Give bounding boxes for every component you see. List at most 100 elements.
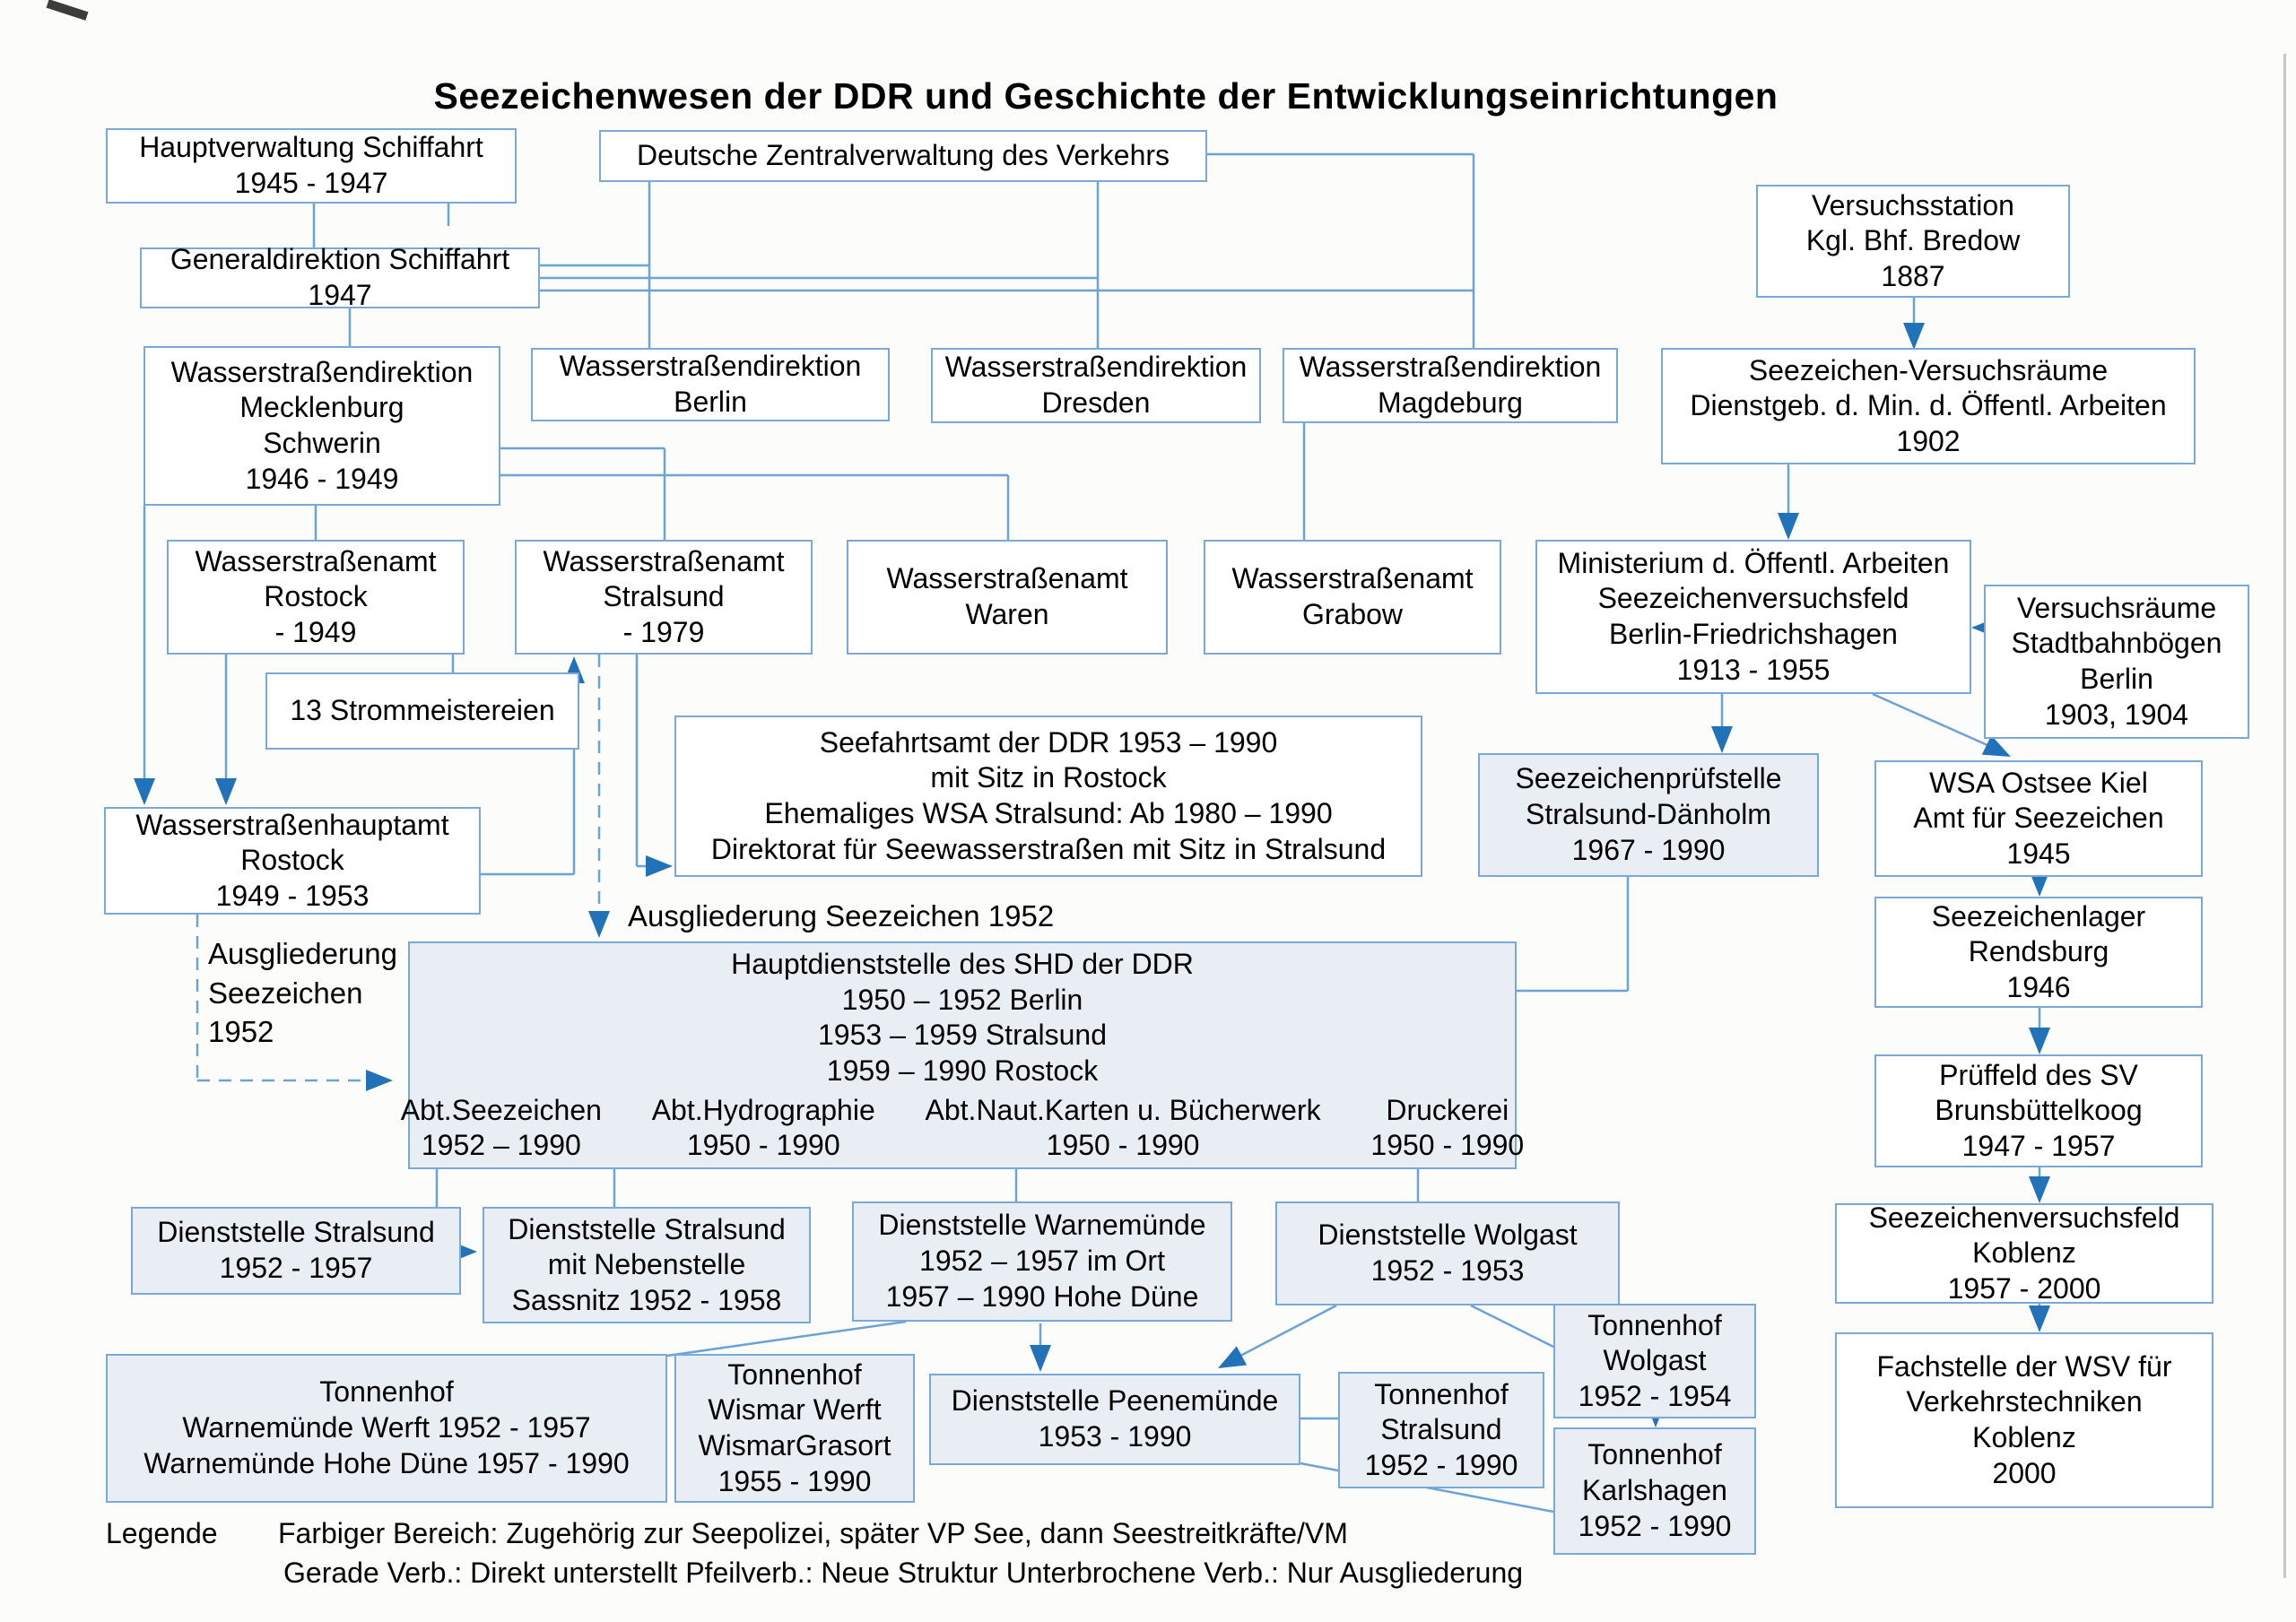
node-line: 1967 - 1990 — [1571, 833, 1726, 866]
node-line: 1945 — [2006, 837, 2071, 870]
node-line: Wasserstraßendirektion — [1299, 351, 1602, 384]
node-line: Schwerin — [263, 427, 381, 459]
node-line: Dienststelle Peenemünde — [951, 1384, 1279, 1418]
department-years: 1950 - 1990 — [686, 1129, 840, 1162]
node-line: Hauptverwaltung Schiffahrt — [139, 131, 483, 164]
node-line: 13 Strommeistereien — [290, 694, 555, 727]
node-line: WismarGrasort — [698, 1429, 891, 1462]
node-line: 1952 - 1957 — [219, 1252, 373, 1284]
node-line: Sassnitz 1952 - 1958 — [511, 1283, 782, 1316]
department-columns: Abt.Seezeichen 1952 – 1990 Abt.Hydrographi… — [401, 1093, 1524, 1164]
node-wsd-magdeburg: Wasserstraßendirektion Magdeburg — [1283, 348, 1618, 423]
node-line: WSA Ostsee Kiel — [1929, 766, 2148, 799]
node-line: 1903, 1904 — [2044, 698, 2189, 731]
node-deutsche-zentralverwaltung-verkehr: Deutsche Zentralverwaltung des Verkehrs — [599, 130, 1207, 182]
node-line: Stralsund — [603, 580, 725, 613]
node-ministerium-oeffentl-arbeiten: Ministerium d. Öffentl. Arbeiten Seezeich… — [1535, 540, 1971, 694]
node-line: 1947 - 1957 — [1961, 1129, 2116, 1162]
node-seezeichenpruefstelle-daenholm: Seezeichenprüfstelle Stralsund-Dänholm 196… — [1478, 753, 1819, 877]
node-strommeistereien: 13 Strommeistereien — [265, 672, 579, 750]
node-fachstelle-wsv-koblenz: Fachstelle der WSV für Verkehrstechniken K… — [1835, 1332, 2213, 1508]
node-line: Prüffeld des SV — [1939, 1058, 2138, 1091]
node-wsa-stralsund: Wasserstraßenamt Stralsund - 1979 — [515, 540, 813, 655]
node-versuchsraeume-stadtbahnboegen: Versuchsräume Stadtbahnbögen Berlin 1903, 1… — [1984, 585, 2249, 739]
node-line: Warnemünde Werft 1952 - 1957 — [182, 1411, 591, 1444]
node-line: Hauptdienststelle des SHD der DDR — [731, 947, 1194, 980]
department-years: 1950 - 1990 — [1046, 1129, 1200, 1162]
node-line: Tonnenhof — [1587, 1438, 1722, 1471]
node-line: Seezeichen-Versuchsräume — [1748, 353, 2109, 386]
node-line: Berlin — [674, 386, 747, 418]
node-line: Seezeichenlager — [1931, 899, 2146, 932]
node-line: Verkehrstechniken — [1906, 1385, 2143, 1418]
node-line: 1953 - 1990 — [1038, 1420, 1192, 1453]
node-line: Waren — [965, 598, 1049, 630]
node-wasserstrassenhauptamt-rostock: Wasserstraßenhauptamt Rostock 1949 - 1953 — [104, 807, 481, 915]
node-line: Rendsburg — [1968, 935, 2109, 968]
node-line: Amt für Seezeichen — [1913, 802, 2164, 835]
node-line: Wasserstraßendirektion — [559, 350, 862, 383]
node-prueffeld-brunsbuettelkoog: Prüffeld des SV Brunsbüttelkoog 1947 - 195… — [1874, 1054, 2203, 1167]
node-versuchsstation-bredow: Versuchsstation Kgl. Bhf. Bredow 1887 — [1756, 185, 2070, 298]
node-line: Wasserstraßenamt — [543, 544, 785, 577]
node-line: Wasserstraßenamt — [886, 562, 1128, 595]
node-line: Ehemaliges WSA Stralsund: Ab 1980 – 1990 — [764, 797, 1333, 829]
node-line: Warnemünde Hohe Düne 1957 - 1990 — [144, 1446, 630, 1479]
node-tonnenhof-karlshagen: Tonnenhof Karlshagen 1952 - 1990 — [1553, 1427, 1756, 1555]
node-seezeichen-versuchsraeume-1902: Seezeichen-Versuchsräume Dienstgeb. d. Mi… — [1661, 348, 2196, 464]
node-line: Grabow — [1301, 598, 1404, 630]
node-hauptverwaltung-schiffahrt: Hauptverwaltung Schiffahrt 1945 - 1947 — [106, 128, 517, 204]
node-tonnenhof-warnemuende: Tonnenhof Warnemünde Werft 1952 - 1957 War… — [106, 1354, 667, 1503]
node-line: Magdeburg — [1378, 386, 1523, 419]
node-line: 1950 – 1952 Berlin — [841, 983, 1083, 1016]
node-line: 1959 – 1990 Rostock — [826, 1054, 1099, 1087]
node-line: Kgl. Bhf. Bredow — [1805, 224, 2021, 257]
node-dienststelle-stralsund-1: Dienststelle Stralsund 1952 - 1957 — [131, 1207, 461, 1295]
node-line: Berlin-Friedrichshagen — [1609, 618, 1898, 650]
node-wsd-dresden: Wasserstraßendirektion Dresden — [931, 348, 1261, 423]
node-line: 1913 - 1955 — [1676, 653, 1831, 686]
node-line: Seezeichenversuchsfeld — [1868, 1201, 2180, 1234]
node-line: Wismar Werft — [708, 1393, 882, 1427]
node-line: Versuchsstation — [1812, 188, 2014, 221]
node-line: 1953 – 1959 Stralsund — [817, 1019, 1108, 1052]
node-line: mit Nebenstelle — [547, 1248, 746, 1281]
node-line: Dienststelle Wolgast — [1318, 1219, 1578, 1252]
label-ausgliederung-seezeichen-1952-links: Ausgliederung Seezeichen 1952 — [208, 937, 397, 1049]
department-column: Abt.Hydrographie 1950 - 1990 — [652, 1093, 875, 1164]
node-line: Seezeichenversuchsfeld — [1597, 582, 1909, 615]
department-name: Abt.Naut.Karten u. Bücherwerk — [925, 1093, 1321, 1126]
node-line: Stralsund-Dänholm — [1526, 798, 1771, 831]
node-line: Koblenz — [1972, 1421, 2076, 1453]
node-line: Karlshagen — [1582, 1474, 1727, 1507]
node-dienststelle-warnemuende: Dienststelle Warnemünde 1952 – 1957 im Or… — [852, 1201, 1232, 1322]
node-line: 1952 - 1954 — [1578, 1379, 1732, 1412]
node-tonnenhof-stralsund: Tonnenhof Stralsund 1952 - 1990 — [1338, 1372, 1544, 1488]
node-line: 1952 - 1990 — [1578, 1509, 1732, 1542]
node-seezeichenlager-rendsburg: Seezeichenlager Rendsburg 1946 — [1874, 897, 2203, 1008]
node-line: - 1949 — [274, 615, 357, 648]
node-line: Berlin — [2080, 663, 2153, 695]
node-line: Dienstgeb. d. Min. d. Öffentl. Arbeiten — [1690, 389, 2167, 422]
node-line: Rostock — [264, 580, 368, 613]
node-line: Deutsche Zentralverwaltung des Verkehrs — [636, 139, 1170, 172]
node-line: 1952 – 1957 im Ort — [919, 1245, 1165, 1278]
node-dienststelle-peenemuende: Dienststelle Peenemünde 1953 - 1990 — [929, 1374, 1300, 1465]
node-line: 1957 – 1990 Hohe Düne — [885, 1279, 1199, 1313]
node-line: Wasserstraßenamt — [195, 544, 437, 577]
node-line: Fachstelle der WSV für — [1876, 1349, 2172, 1383]
node-line: Dienststelle Warnemünde — [878, 1209, 1206, 1242]
scan-artifact — [2283, 54, 2286, 1578]
node-line: 1945 - 1947 — [234, 167, 388, 199]
node-line: mit Sitz in Rostock — [930, 761, 1167, 794]
node-wsd-berlin: Wasserstraßendirektion Berlin — [531, 348, 890, 421]
node-line: 1952 - 1990 — [1364, 1448, 1518, 1481]
node-line: 1952 - 1953 — [1370, 1254, 1525, 1287]
node-line: Ministerium d. Öffentl. Arbeiten — [1557, 546, 1950, 579]
department-years: 1952 – 1990 — [421, 1129, 581, 1162]
node-generaldirektion-schiffahrt: Generaldirektion Schiffahrt 1947 — [140, 243, 540, 311]
node-line: Wasserstraßenamt — [1231, 562, 1474, 595]
node-line: 1949 - 1953 — [215, 879, 370, 912]
department-column: Abt.Seezeichen 1952 – 1990 — [401, 1093, 602, 1164]
department-years: 1950 - 1990 — [1370, 1129, 1525, 1162]
